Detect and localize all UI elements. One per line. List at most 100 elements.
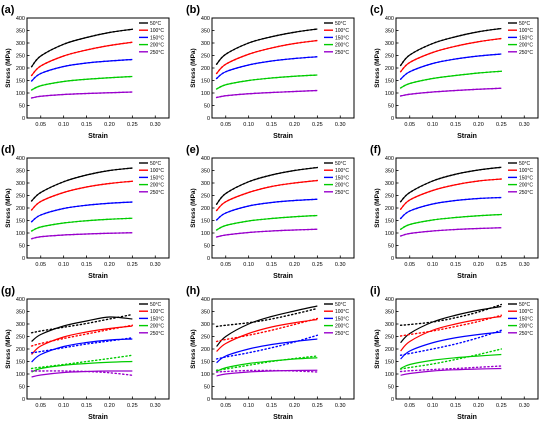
series <box>30 324 134 347</box>
series-dotted-line <box>215 39 319 75</box>
series <box>399 314 503 337</box>
y-tick-label: 50 <box>204 244 210 250</box>
y-tick-label: 0 <box>22 397 25 403</box>
series <box>30 354 134 370</box>
x-tick-label: 0.10 <box>243 403 254 409</box>
y-tick-label: 0 <box>391 256 394 262</box>
y-tick-label: 150 <box>201 219 210 225</box>
series-dotted-line <box>30 217 134 232</box>
y-tick-label: 250 <box>16 335 25 341</box>
legend-label: 250°C <box>519 50 533 56</box>
x-tick-label: 0.25 <box>496 122 507 128</box>
legend-label: 150°C <box>335 35 349 41</box>
y-tick-label: 200 <box>16 206 25 212</box>
y-tick-label: 200 <box>385 347 394 353</box>
y-tick-label: 0 <box>207 116 210 122</box>
series <box>215 39 319 75</box>
series-dotted-line <box>399 27 503 67</box>
y-axis-label: Stress (MPa) <box>374 188 381 227</box>
series <box>399 37 503 73</box>
x-tick-label: 0.30 <box>519 122 530 128</box>
x-tick-label: 0.10 <box>243 262 254 268</box>
series <box>31 370 133 378</box>
series <box>30 91 134 99</box>
y-tick-label: 400 <box>201 16 210 22</box>
y-tick-label: 250 <box>385 194 394 200</box>
legend-label: 100°C <box>150 28 164 34</box>
legend-label: 100°C <box>335 28 349 34</box>
panel-label: (a) <box>1 4 15 16</box>
y-axis-label: Stress (MPa) <box>190 188 197 227</box>
series-dotted-line <box>215 89 319 99</box>
y-tick-label: 150 <box>385 219 394 225</box>
x-tick-label: 0.05 <box>404 262 415 268</box>
x-axis-label: Strain <box>273 133 293 140</box>
y-axis-label: Stress (MPa) <box>190 48 197 87</box>
y-tick-label: 0 <box>391 397 394 403</box>
x-tick-label: 0.25 <box>496 262 507 268</box>
series <box>30 58 134 82</box>
y-tick-label: 50 <box>19 104 25 110</box>
y-tick-label: 350 <box>385 29 394 35</box>
x-axis-label: Strain <box>457 273 477 280</box>
legend-label: 150°C <box>519 316 533 322</box>
y-axis-label: Stress (MPa) <box>5 329 12 368</box>
series-line <box>216 89 318 99</box>
series-dotted-line <box>30 41 134 77</box>
series <box>30 313 134 334</box>
y-tick-label: 350 <box>385 169 394 175</box>
x-tick-label: 0.30 <box>519 403 530 409</box>
series-dotted-line <box>399 329 503 356</box>
x-axis-label: Strain <box>457 133 477 140</box>
y-tick-label: 300 <box>385 41 394 47</box>
legend-label: 200°C <box>150 183 164 189</box>
y-tick-label: 400 <box>385 16 394 22</box>
series-line <box>31 167 133 202</box>
series <box>31 325 133 355</box>
x-tick-label: 0.25 <box>312 262 323 268</box>
series-dotted-line <box>215 334 319 360</box>
series-dotted-line <box>215 28 319 65</box>
series-dotted-line <box>30 58 134 82</box>
x-tick-label: 0.30 <box>150 403 161 409</box>
series-dotted-line <box>30 167 134 202</box>
chart-panel: (d) 0 50 100 150 200 250 300 350 400 0.05 0.10 0.15 0… <box>1 144 170 280</box>
y-axis-label: Stress (MPa) <box>374 48 381 87</box>
legend-label: 50°C <box>519 161 531 167</box>
x-axis-label: Strain <box>88 414 108 421</box>
chart-panel: (c) 0 50 100 150 200 250 300 350 400 0.05 0.10 0.15 0… <box>370 4 539 140</box>
series-line <box>400 178 502 210</box>
x-tick-label: 0.05 <box>220 262 231 268</box>
y-tick-label: 400 <box>16 156 25 162</box>
legend-label: 50°C <box>150 21 162 27</box>
series-line <box>31 28 133 68</box>
series <box>399 227 503 237</box>
y-tick-label: 150 <box>201 360 210 366</box>
y-tick-label: 250 <box>201 54 210 60</box>
series-dotted-line <box>30 75 134 91</box>
series-dotted-line <box>399 213 503 230</box>
series-dotted-line <box>399 314 503 337</box>
x-tick-label: 0.30 <box>150 262 161 268</box>
y-tick-label: 50 <box>204 104 210 110</box>
series-dotted-line <box>30 324 134 347</box>
series-dotted-line <box>399 166 503 203</box>
series-dotted-line <box>399 227 503 237</box>
series-dotted-line <box>215 198 319 221</box>
legend-label: 50°C <box>150 302 162 308</box>
panel-label: (d) <box>1 144 15 156</box>
series <box>215 166 319 205</box>
y-tick-label: 400 <box>385 156 394 162</box>
y-axis-label: Stress (MPa) <box>5 188 12 227</box>
legend-label: 200°C <box>519 324 533 330</box>
series-dotted-line <box>399 53 503 80</box>
panel-label: (b) <box>186 4 200 16</box>
legend-label: 50°C <box>519 21 531 27</box>
y-tick-label: 50 <box>388 244 394 250</box>
y-tick-label: 0 <box>22 116 25 122</box>
series <box>399 196 503 220</box>
y-tick-label: 300 <box>385 181 394 187</box>
y-tick-label: 400 <box>385 297 394 303</box>
